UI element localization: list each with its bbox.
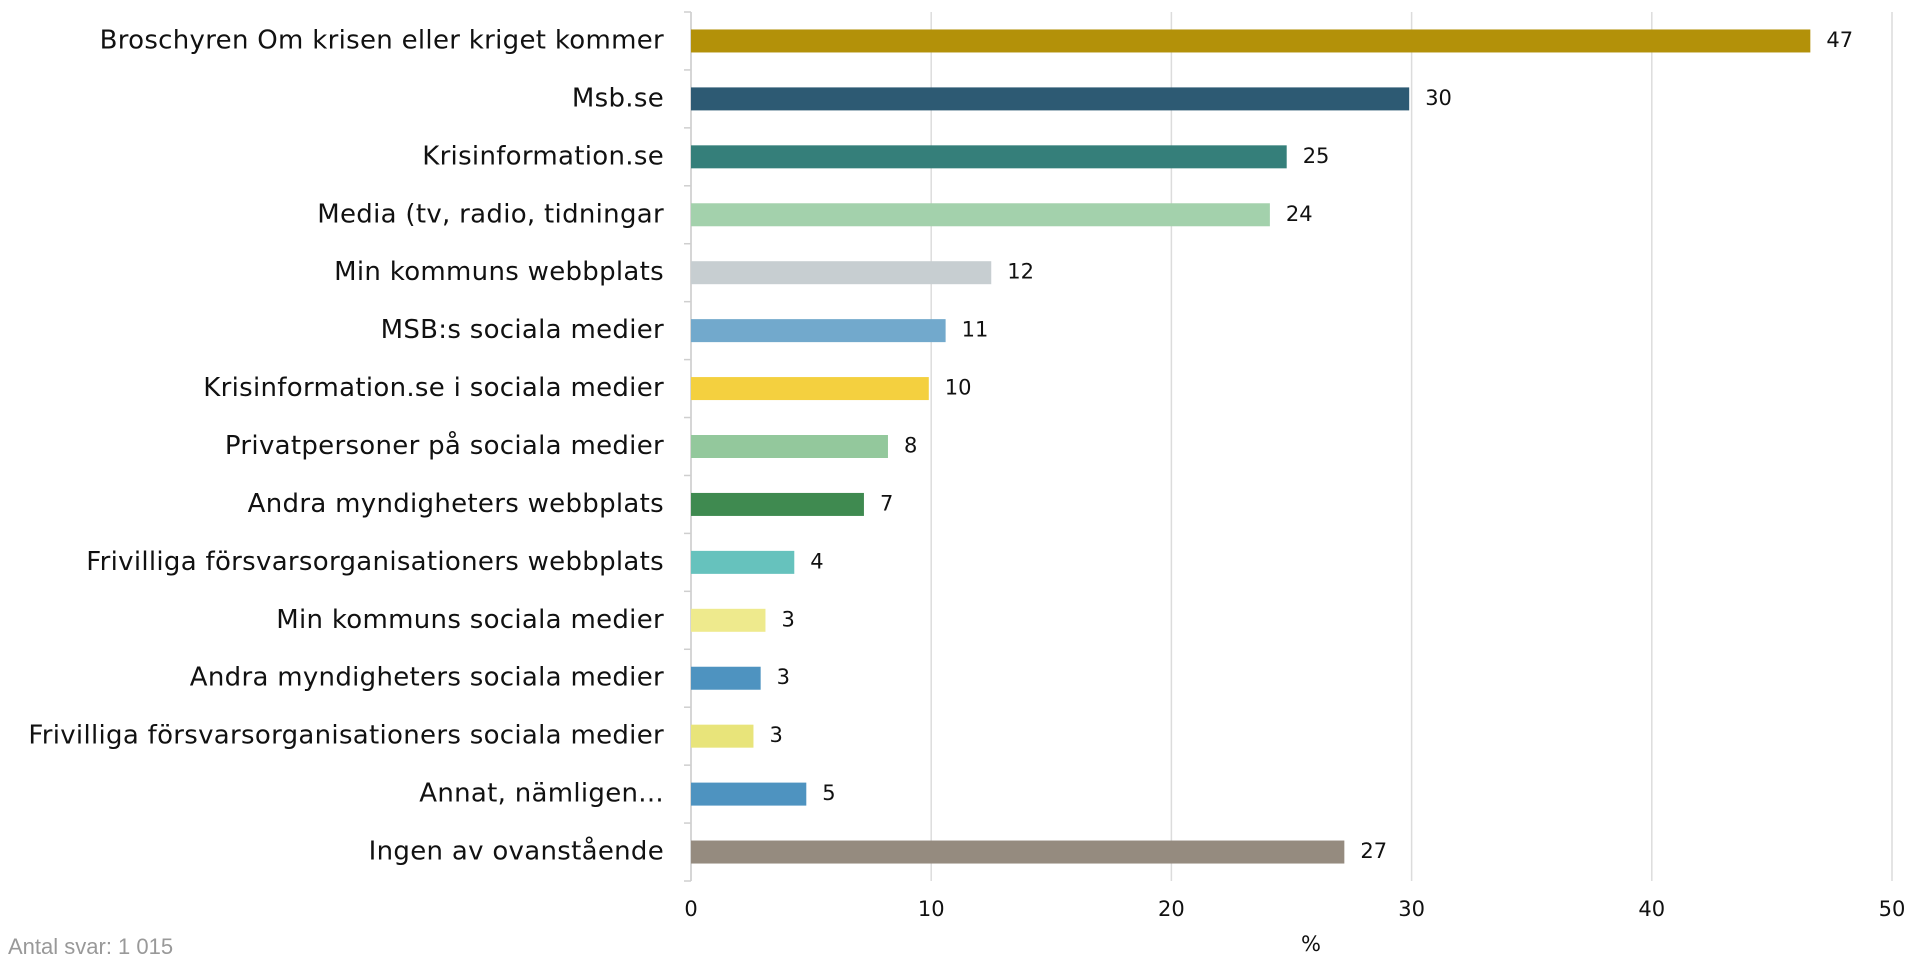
value-label: 10 [945,376,972,400]
category-label: Frivilliga försvarsorganisationers socia… [28,721,664,751]
value-label: 7 [880,491,893,515]
x-tick-label: 40 [1638,897,1665,921]
value-label: 3 [769,723,782,747]
value-label: 25 [1303,144,1330,168]
category-label: Msb.se [572,83,664,113]
x-tick-label: 10 [918,897,945,921]
category-label: Ingen av ovanstående [369,836,664,867]
bar [691,666,761,690]
bar [691,782,807,806]
category-label: Broschyren Om krisen eller kriget kommer [100,25,664,55]
value-label: 27 [1360,839,1387,863]
category-label: Min kommuns webbplats [334,257,664,287]
bar [691,87,1410,111]
bar [691,261,992,285]
value-label: 24 [1286,202,1313,226]
bar [691,840,1345,864]
x-tick-label: 20 [1158,897,1185,921]
value-label: 3 [781,607,794,631]
bar [691,492,864,516]
x-tick-label: 50 [1879,897,1906,921]
value-label: 47 [1826,28,1853,52]
bar [691,608,766,632]
x-tick-label: 0 [684,897,697,921]
bar [691,319,946,343]
x-tick-label: 30 [1398,897,1425,921]
value-label: 8 [904,434,917,458]
category-label: Frivilliga försvarsorganisationers webbp… [86,547,664,577]
bar [691,724,754,748]
category-label: MSB:s sociala medier [381,315,664,345]
category-label: Annat, nämligen... [419,779,664,809]
x-axis-label: % [1301,932,1321,955]
value-label: 3 [777,665,790,689]
category-label: Media (tv, radio, tidningar [317,199,664,229]
bar [691,435,888,458]
footnote: Antal svar: 1 015 [8,934,173,955]
category-label: Andra myndigheters sociala medier [190,663,664,693]
bar [691,145,1287,169]
bar [691,29,1811,53]
category-label: Krisinformation.se [422,141,664,171]
value-label: 4 [810,549,823,573]
category-label: Krisinformation.se i sociala medier [203,373,664,403]
category-label: Andra myndigheters webbplats [248,489,664,519]
value-label: 12 [1007,260,1034,284]
value-label: 30 [1425,86,1452,110]
category-label: Min kommuns sociala medier [276,605,664,635]
category-label: Privatpersoner på sociala medier [225,430,664,461]
value-label: 5 [822,781,835,805]
bar [691,377,929,401]
value-label: 11 [962,318,989,342]
bar [691,203,1270,227]
bar [691,550,795,574]
